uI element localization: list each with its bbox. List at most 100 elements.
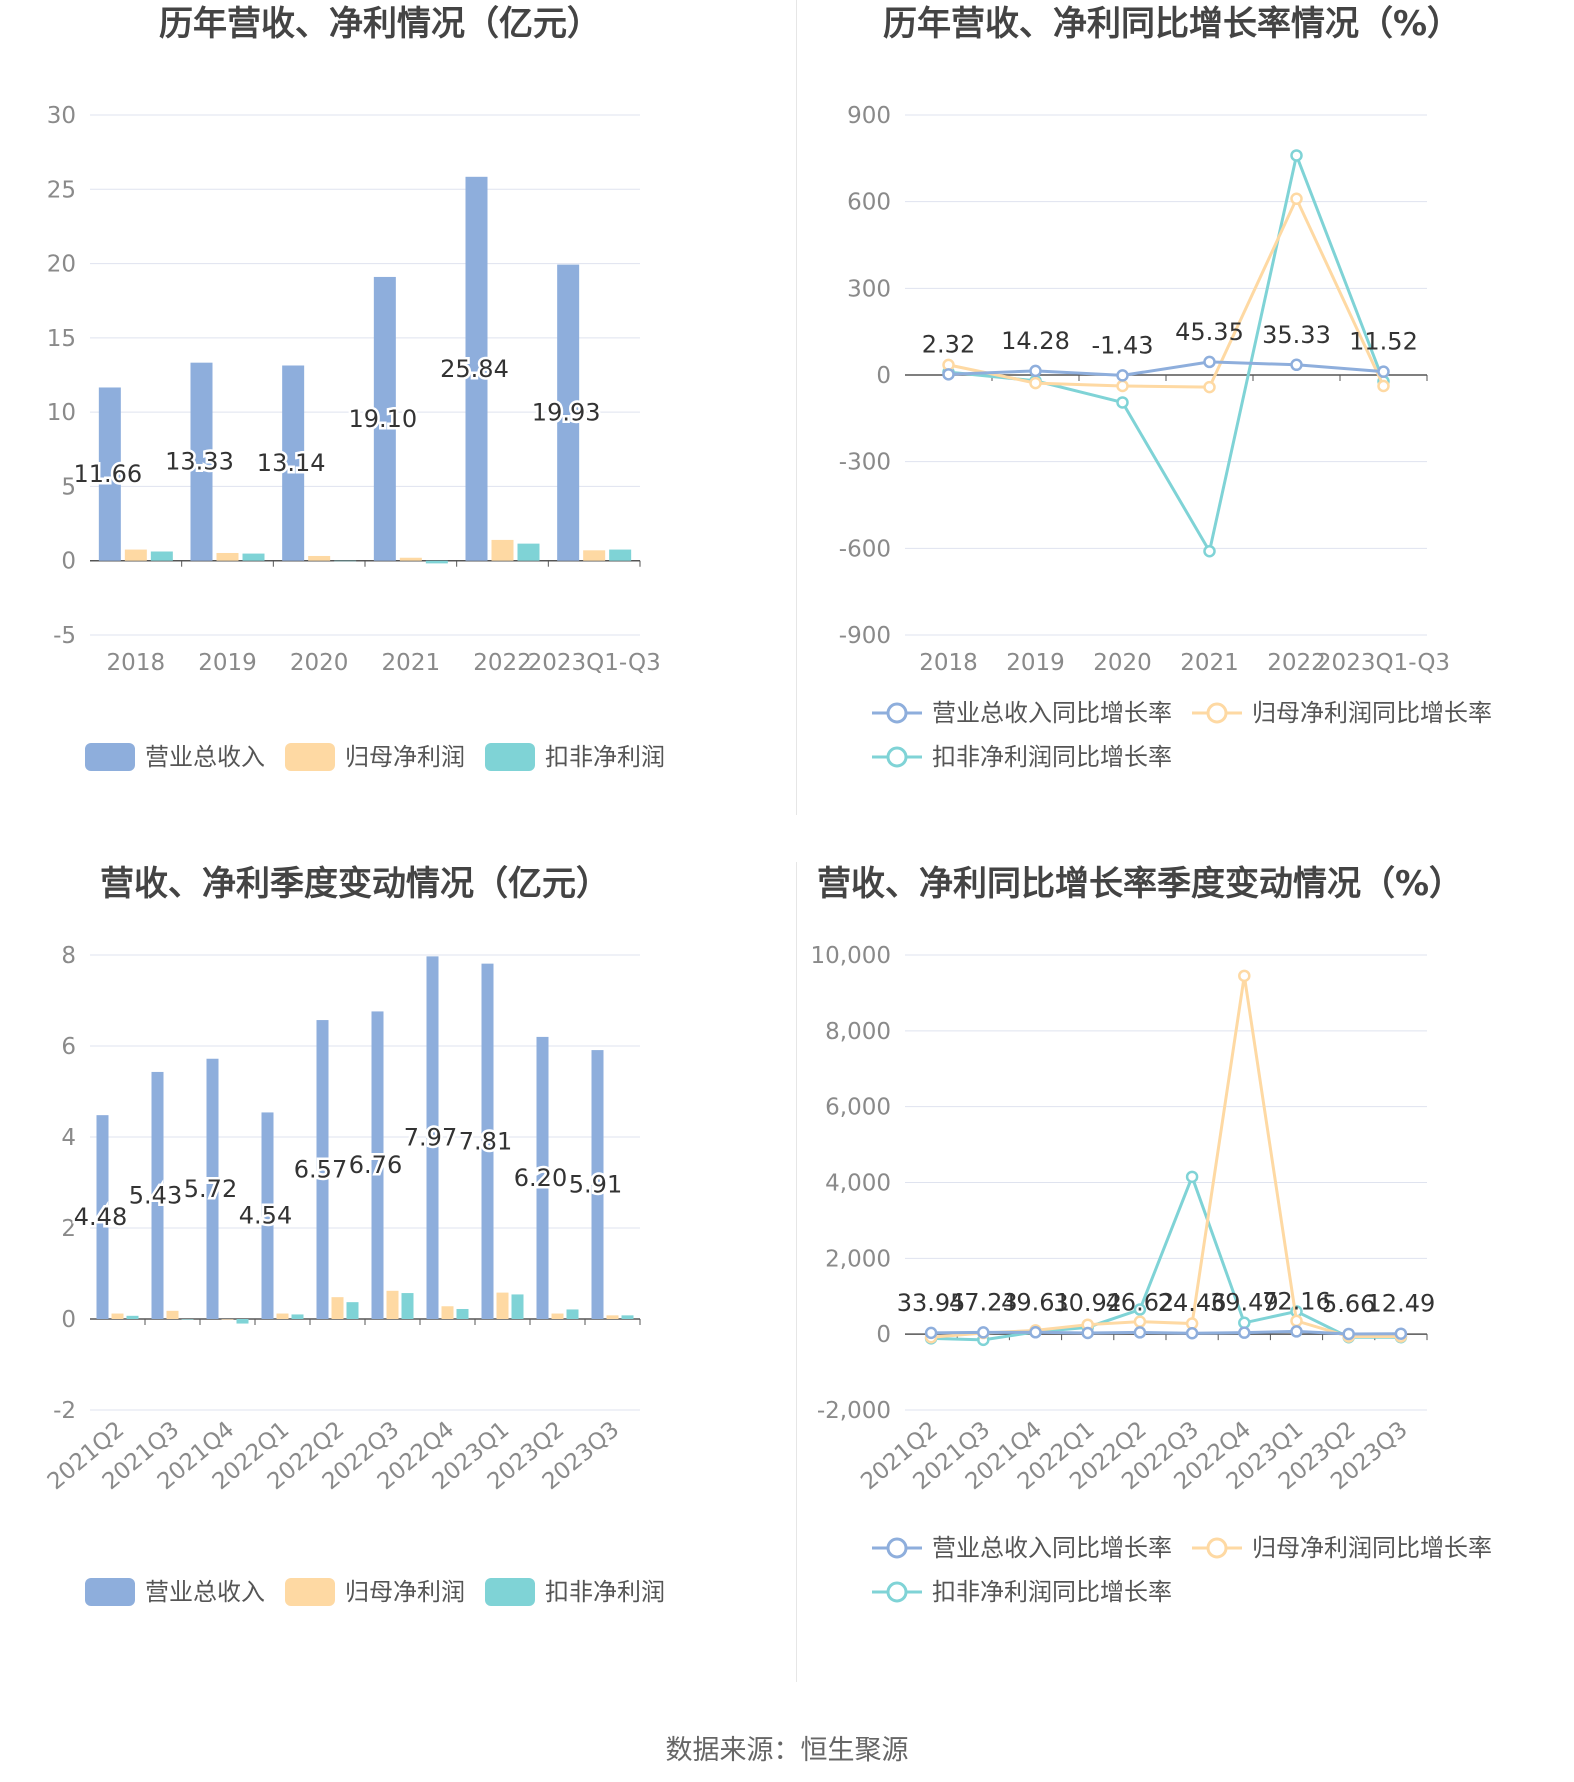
bar-0	[373, 276, 396, 561]
legend-swatch-2	[485, 1578, 535, 1606]
series-point-0	[1185, 1326, 1199, 1340]
bar-2	[126, 1315, 139, 1319]
bar-0	[591, 1050, 604, 1319]
chart-panel-annual-growth: 历年营收、净利同比增长率情况（%） 900 600 300 0 -300 -600 -900 2…	[787, 0, 1574, 860]
legend-swatch-2	[485, 743, 535, 771]
line-value-label: 5.66	[1322, 1290, 1375, 1318]
series-point-1	[1290, 1314, 1303, 1328]
bar-value-label: 25.84	[440, 355, 509, 383]
bar-0	[557, 264, 580, 561]
legend-marker-0	[886, 702, 908, 724]
line-value-label: 72.16	[1262, 1287, 1331, 1315]
bar-0	[426, 956, 439, 1319]
y-tick-label: 8	[61, 943, 76, 969]
bar-value-label: 7.81	[459, 1127, 512, 1155]
bar-1	[496, 1292, 509, 1319]
bar-1	[583, 550, 606, 561]
bar-2	[236, 1319, 249, 1324]
bar-1	[441, 1306, 454, 1319]
y-tick-label: -5	[53, 623, 76, 649]
y-tick-label: 10,000	[811, 943, 891, 969]
series-point-0	[1081, 1326, 1094, 1340]
bar-value-label: 5.72	[184, 1175, 237, 1203]
bar-0	[261, 1112, 274, 1319]
series-point-0	[1290, 1325, 1303, 1338]
line-value-label: 12.49	[1367, 1290, 1436, 1318]
x-tick-label: 2021	[1180, 650, 1239, 676]
bar-2	[621, 1315, 634, 1319]
bar-1	[399, 557, 422, 561]
bar-1	[551, 1313, 564, 1319]
series-line-0	[948, 360, 1384, 377]
line-value-label: 24.46	[1158, 1289, 1227, 1317]
bar-1	[166, 1310, 179, 1319]
line-value-label: 47.23	[949, 1288, 1018, 1316]
bar-1	[331, 1297, 344, 1319]
bar-2	[609, 549, 632, 561]
legend-marker-2	[886, 1581, 908, 1603]
series-line-2	[931, 1172, 1401, 1342]
data-source-note: 数据来源：恒生聚源	[665, 1735, 909, 1766]
x-tick-label: 2019	[1006, 650, 1065, 676]
bar-1	[276, 1313, 289, 1319]
bar-1	[111, 1313, 124, 1319]
bar-1	[386, 1290, 399, 1319]
line-value-label: -1.43	[1091, 331, 1153, 359]
y-tick-label: 2,000	[825, 1246, 891, 1272]
series-point-0	[1029, 1326, 1042, 1339]
bar-2	[242, 553, 265, 561]
series-point-2	[1203, 544, 1216, 558]
legend-marker-2	[886, 746, 908, 768]
x-tick-label: 2022	[1267, 650, 1326, 676]
bar-0	[465, 176, 488, 561]
bar-value-label: 11.66	[73, 460, 142, 488]
y-tick-label: 0	[876, 363, 891, 389]
x-tick-label: 2020	[1093, 650, 1152, 676]
bar-value-label: 6.57	[294, 1156, 347, 1184]
bar-0	[282, 365, 305, 561]
y-tick-label: -2,000	[817, 1398, 891, 1424]
series-point-0	[1377, 365, 1390, 378]
y-tick-label: 10	[47, 400, 76, 426]
line-value-label: 11.52	[1349, 328, 1418, 356]
bar-value-label: 5.43	[129, 1181, 182, 1209]
bar-value-label: 6.20	[514, 1164, 567, 1192]
series-line-1	[930, 975, 1401, 1339]
series-point-0	[1116, 369, 1129, 382]
legend-label-0: 营业总收入	[145, 1578, 265, 1606]
y-tick-label: 20	[47, 252, 76, 278]
legend-label-1: 归母净利润同比增长率	[1252, 699, 1492, 727]
x-tick-label: 2019	[198, 650, 257, 676]
legend-marker-1	[1206, 1537, 1228, 1559]
series-point-1	[1029, 376, 1042, 390]
series-point-2	[1185, 1170, 1199, 1184]
bar-0	[481, 963, 494, 1319]
line-value-label: 35.33	[1262, 321, 1331, 349]
series-point-0	[1394, 1327, 1408, 1340]
bar-value-label: 19.10	[348, 405, 417, 433]
bar-0	[316, 1020, 329, 1319]
bar-value-label: 5.91	[569, 1171, 622, 1199]
line-value-label: 30.92	[1053, 1289, 1122, 1317]
y-tick-label: 0	[61, 549, 76, 575]
bar-1	[606, 1315, 619, 1319]
line-value-label: 49.61	[1001, 1288, 1070, 1316]
bar-value-label: 6.76	[349, 1151, 402, 1179]
bar-1	[308, 555, 331, 561]
series-point-0	[1290, 358, 1303, 372]
bar-2	[291, 1314, 304, 1319]
chart-panel-annual-values: 历年营收、净利情况（亿元） 30 25 20 15 10 5 0 -5 2018 2019 2020 2…	[0, 0, 787, 860]
quarterly-growth-rate-chart: 营收、净利同比增长率季度变动情况（%） 10,000 8,000 6,000 4,000…	[811, 864, 1492, 1606]
y-tick-label: 6	[61, 1034, 76, 1060]
series-point-1	[1238, 969, 1251, 983]
series-point-2	[1290, 149, 1303, 162]
y-tick-label: 0	[61, 1307, 76, 1333]
y-tick-label: -300	[839, 450, 891, 476]
bar-value-label: 4.48	[74, 1203, 127, 1231]
series-point-2	[1133, 1303, 1147, 1316]
bar-2	[425, 560, 448, 564]
x-tick-label: 2018	[107, 650, 166, 676]
y-tick-label: 5	[61, 474, 76, 500]
y-tick-label: -900	[839, 623, 891, 649]
y-tick-label: -600	[839, 536, 891, 562]
